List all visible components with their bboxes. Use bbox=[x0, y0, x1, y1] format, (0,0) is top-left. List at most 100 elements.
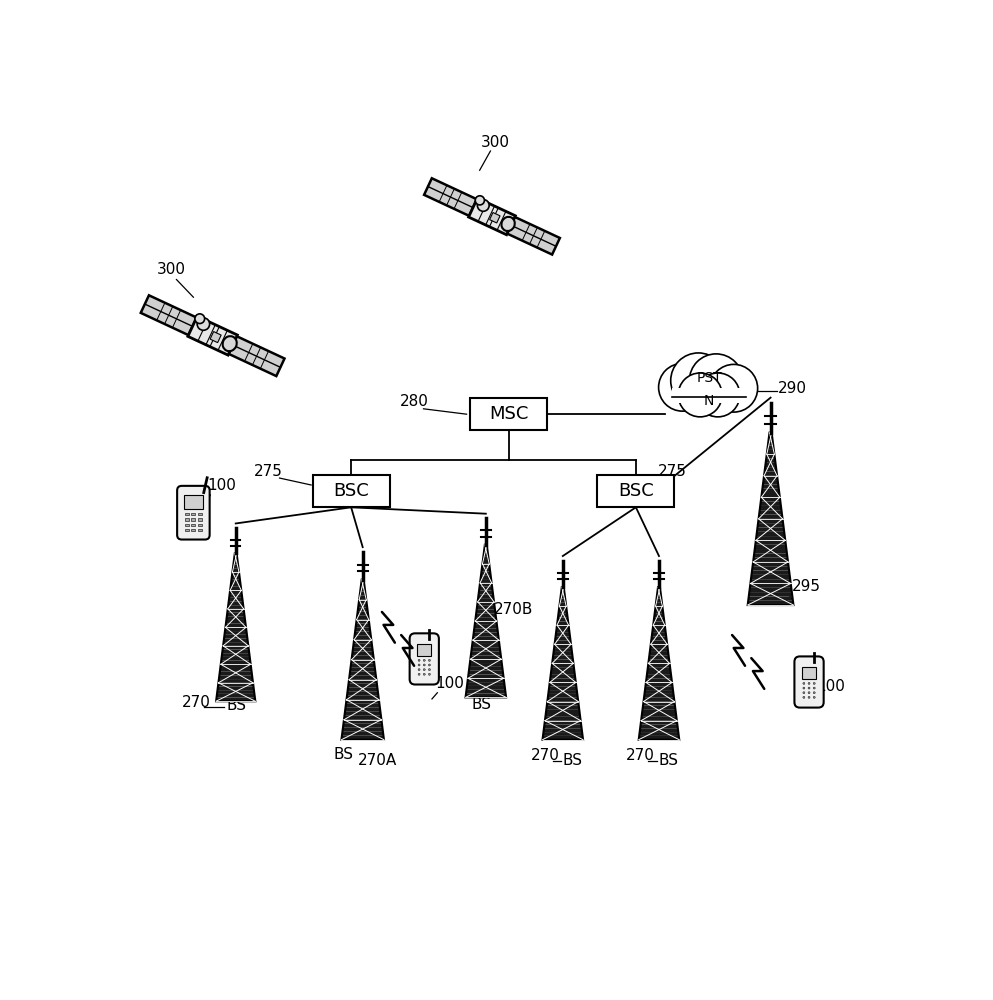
Polygon shape bbox=[349, 676, 376, 680]
Polygon shape bbox=[355, 624, 369, 628]
Circle shape bbox=[813, 696, 815, 698]
Polygon shape bbox=[219, 672, 252, 675]
Polygon shape bbox=[767, 450, 775, 454]
Polygon shape bbox=[345, 712, 381, 716]
Polygon shape bbox=[549, 686, 577, 690]
Polygon shape bbox=[648, 660, 669, 663]
Polygon shape bbox=[646, 671, 671, 675]
Ellipse shape bbox=[222, 336, 236, 351]
Text: 280: 280 bbox=[399, 394, 429, 409]
Polygon shape bbox=[646, 679, 672, 682]
Polygon shape bbox=[758, 523, 783, 527]
Polygon shape bbox=[640, 724, 678, 728]
Text: 300: 300 bbox=[481, 135, 509, 150]
Circle shape bbox=[803, 687, 805, 689]
Polygon shape bbox=[639, 728, 678, 732]
Polygon shape bbox=[640, 721, 677, 724]
Circle shape bbox=[428, 659, 430, 661]
Polygon shape bbox=[755, 545, 786, 549]
Polygon shape bbox=[645, 682, 672, 686]
Polygon shape bbox=[467, 686, 505, 690]
FancyBboxPatch shape bbox=[471, 398, 547, 430]
Polygon shape bbox=[229, 590, 241, 594]
Polygon shape bbox=[233, 561, 238, 565]
Polygon shape bbox=[547, 698, 578, 702]
Polygon shape bbox=[218, 679, 253, 683]
Polygon shape bbox=[217, 690, 254, 694]
Circle shape bbox=[423, 669, 425, 671]
Polygon shape bbox=[638, 736, 679, 740]
Polygon shape bbox=[764, 471, 778, 476]
Polygon shape bbox=[759, 510, 782, 515]
Circle shape bbox=[478, 200, 490, 211]
Polygon shape bbox=[759, 515, 782, 519]
Polygon shape bbox=[344, 720, 382, 724]
Polygon shape bbox=[641, 713, 676, 717]
Polygon shape bbox=[141, 295, 197, 335]
FancyBboxPatch shape bbox=[410, 633, 439, 685]
Polygon shape bbox=[351, 664, 374, 668]
Polygon shape bbox=[753, 558, 788, 562]
Polygon shape bbox=[220, 664, 251, 668]
Polygon shape bbox=[477, 606, 495, 610]
Polygon shape bbox=[768, 441, 774, 446]
Polygon shape bbox=[481, 575, 492, 579]
Polygon shape bbox=[472, 644, 499, 648]
Polygon shape bbox=[546, 709, 580, 713]
Polygon shape bbox=[558, 610, 567, 614]
Polygon shape bbox=[468, 678, 504, 682]
Polygon shape bbox=[543, 732, 583, 736]
Polygon shape bbox=[355, 636, 371, 640]
Polygon shape bbox=[643, 698, 674, 702]
Polygon shape bbox=[473, 640, 499, 644]
Polygon shape bbox=[651, 637, 666, 640]
Polygon shape bbox=[350, 672, 375, 676]
Polygon shape bbox=[480, 583, 493, 587]
Polygon shape bbox=[479, 591, 494, 594]
Polygon shape bbox=[547, 702, 579, 705]
FancyBboxPatch shape bbox=[177, 486, 210, 540]
Text: PST: PST bbox=[696, 371, 722, 385]
Polygon shape bbox=[227, 605, 243, 609]
Bar bbox=[185, 513, 190, 515]
Polygon shape bbox=[553, 656, 573, 660]
Polygon shape bbox=[652, 625, 665, 629]
Polygon shape bbox=[768, 446, 774, 450]
Circle shape bbox=[803, 696, 805, 698]
Polygon shape bbox=[470, 663, 502, 667]
Polygon shape bbox=[188, 316, 237, 355]
Polygon shape bbox=[343, 724, 382, 728]
Polygon shape bbox=[545, 713, 580, 717]
Bar bbox=[802, 667, 816, 679]
Bar bbox=[198, 529, 202, 531]
Polygon shape bbox=[763, 484, 779, 489]
Polygon shape bbox=[481, 571, 491, 575]
Circle shape bbox=[476, 196, 485, 205]
Polygon shape bbox=[545, 717, 581, 721]
Polygon shape bbox=[551, 667, 574, 671]
Polygon shape bbox=[552, 663, 574, 667]
Polygon shape bbox=[655, 606, 663, 610]
Polygon shape bbox=[756, 540, 785, 545]
Polygon shape bbox=[642, 705, 675, 709]
Polygon shape bbox=[474, 633, 498, 636]
Polygon shape bbox=[358, 604, 367, 608]
Polygon shape bbox=[555, 637, 571, 640]
Polygon shape bbox=[656, 595, 661, 598]
Polygon shape bbox=[555, 633, 570, 637]
Polygon shape bbox=[225, 624, 246, 627]
Polygon shape bbox=[217, 683, 253, 686]
Text: 270A: 270A bbox=[358, 753, 397, 768]
Polygon shape bbox=[484, 552, 489, 556]
Polygon shape bbox=[761, 502, 780, 506]
Polygon shape bbox=[217, 686, 254, 690]
Polygon shape bbox=[219, 668, 251, 672]
Polygon shape bbox=[233, 565, 238, 568]
Polygon shape bbox=[749, 592, 792, 596]
Bar bbox=[185, 524, 190, 526]
Circle shape bbox=[418, 669, 420, 671]
Bar bbox=[417, 644, 431, 656]
Polygon shape bbox=[360, 584, 364, 588]
Polygon shape bbox=[554, 640, 571, 644]
Polygon shape bbox=[359, 592, 365, 596]
